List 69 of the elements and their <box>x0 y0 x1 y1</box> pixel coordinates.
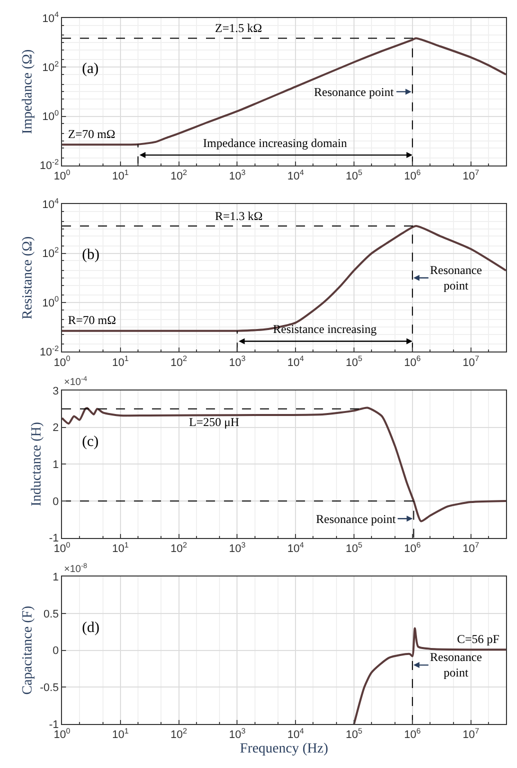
x-tick-label: 10$^{2}$ <box>170 168 188 183</box>
y-tick-label: 10$^{0}$ <box>42 294 59 310</box>
y-axis-title: Resistance (Ω) <box>20 236 36 320</box>
x-tick-label: 10$^{3}$ <box>228 354 246 369</box>
x-tick-label: 10$^{4}$ <box>287 540 305 555</box>
y-tick-label: 0 <box>52 496 59 508</box>
y-tick-label: 10$^{4}$ <box>42 196 60 212</box>
annotation: Z=70 mΩ <box>68 127 116 141</box>
x-axis-title: Frequency (Hz) <box>240 742 328 756</box>
y-tick-label: 3 <box>52 385 59 398</box>
annotation: R=70 mΩ <box>68 313 116 327</box>
x-tick-label: 10$^{7}$ <box>462 168 480 183</box>
y-tick-label: 10$^{-2}$ <box>40 158 59 172</box>
x-tick-label: 10$^{1}$ <box>112 540 129 555</box>
x-tick-label: 10$^{3}$ <box>228 540 246 555</box>
y-tick-label: 10$^{0}$ <box>42 108 59 124</box>
x-tick-label: 10$^{6}$ <box>404 168 421 183</box>
annotation: C=56 pF <box>457 632 500 646</box>
ref-line-label: L=250 μH <box>189 415 240 429</box>
annotation: (a) <box>82 61 99 77</box>
x-tick-label: 10$^{2}$ <box>170 354 188 369</box>
annotation: (b) <box>82 247 100 263</box>
x-tick-label: 10$^{5}$ <box>346 168 362 183</box>
ref-line-label: Z=1.5 kΩ <box>215 21 262 35</box>
x-tick-label: 10$^{7}$ <box>462 726 480 742</box>
y-tick-label: 0.5 <box>44 608 59 620</box>
x-tick-label: 10$^{5}$ <box>346 354 362 369</box>
x-tick-label: 10$^{3}$ <box>228 168 246 183</box>
ref-line-label: Resonance point <box>314 85 394 99</box>
text: ×10$^{-4}$ <box>64 376 88 388</box>
y-tick-label: 10$^{4}$ <box>42 10 60 25</box>
y-tick-label: 10$^{2}$ <box>42 59 59 74</box>
x-tick-label: 10$^{4}$ <box>287 354 305 369</box>
y-tick-label: 0 <box>52 645 59 658</box>
ref-line-label: Resonance point <box>430 263 482 293</box>
x-tick-label: 10$^{1}$ <box>112 168 129 183</box>
x-tick-label: 10$^{5}$ <box>346 726 362 742</box>
x-tick-label: 10$^{3}$ <box>228 726 246 742</box>
y-tick-label: 1 <box>52 458 59 471</box>
x-tick-label: 10$^{7}$ <box>462 540 480 555</box>
y-tick-label: 10$^{2}$ <box>42 246 59 260</box>
x-tick-label: 10$^{1}$ <box>112 354 129 369</box>
y-axis-title: Impedance (Ω) <box>20 49 36 134</box>
x-tick-label: 10$^{6}$ <box>404 726 421 742</box>
x-tick-label: 10$^{4}$ <box>287 726 305 742</box>
y-axis-title: Capacitance (F) <box>20 605 36 695</box>
text: ×10$^{-8}$ <box>64 563 88 576</box>
x-tick-label: 10$^{1}$ <box>112 726 129 742</box>
x-tick-label: 10$^{4}$ <box>287 168 305 183</box>
x-tick-label: 10$^{2}$ <box>170 540 188 555</box>
y-tick-label: -1 <box>49 718 59 731</box>
y-axis-title: Inductance (H) <box>30 422 45 506</box>
x-tick-label: 10$^{6}$ <box>404 354 421 369</box>
x-tick-label: 10$^{5}$ <box>346 540 362 555</box>
ref-line-label: Resonance point <box>430 650 482 680</box>
y-tick-label: -0.5 <box>40 682 59 694</box>
annotation: (c) <box>82 434 99 450</box>
annotation: (d) <box>82 620 100 636</box>
x-tick-label: 10$^{2}$ <box>170 726 188 742</box>
ref-line-label: R=1.3 kΩ <box>215 209 263 223</box>
annotation: Impedance increasing domain <box>203 136 347 150</box>
x-tick-label: 10$^{7}$ <box>462 354 480 369</box>
annotation: Resistance increasing <box>273 322 377 336</box>
y-tick-label: 10$^{-2}$ <box>40 344 59 358</box>
x-tick-label: 10$^{6}$ <box>404 540 421 555</box>
y-tick-label: -1 <box>49 532 59 545</box>
ref-line-label: Resonance point <box>316 512 396 526</box>
y-tick-label: 2 <box>52 422 59 434</box>
y-tick-label: 1 <box>52 571 59 584</box>
